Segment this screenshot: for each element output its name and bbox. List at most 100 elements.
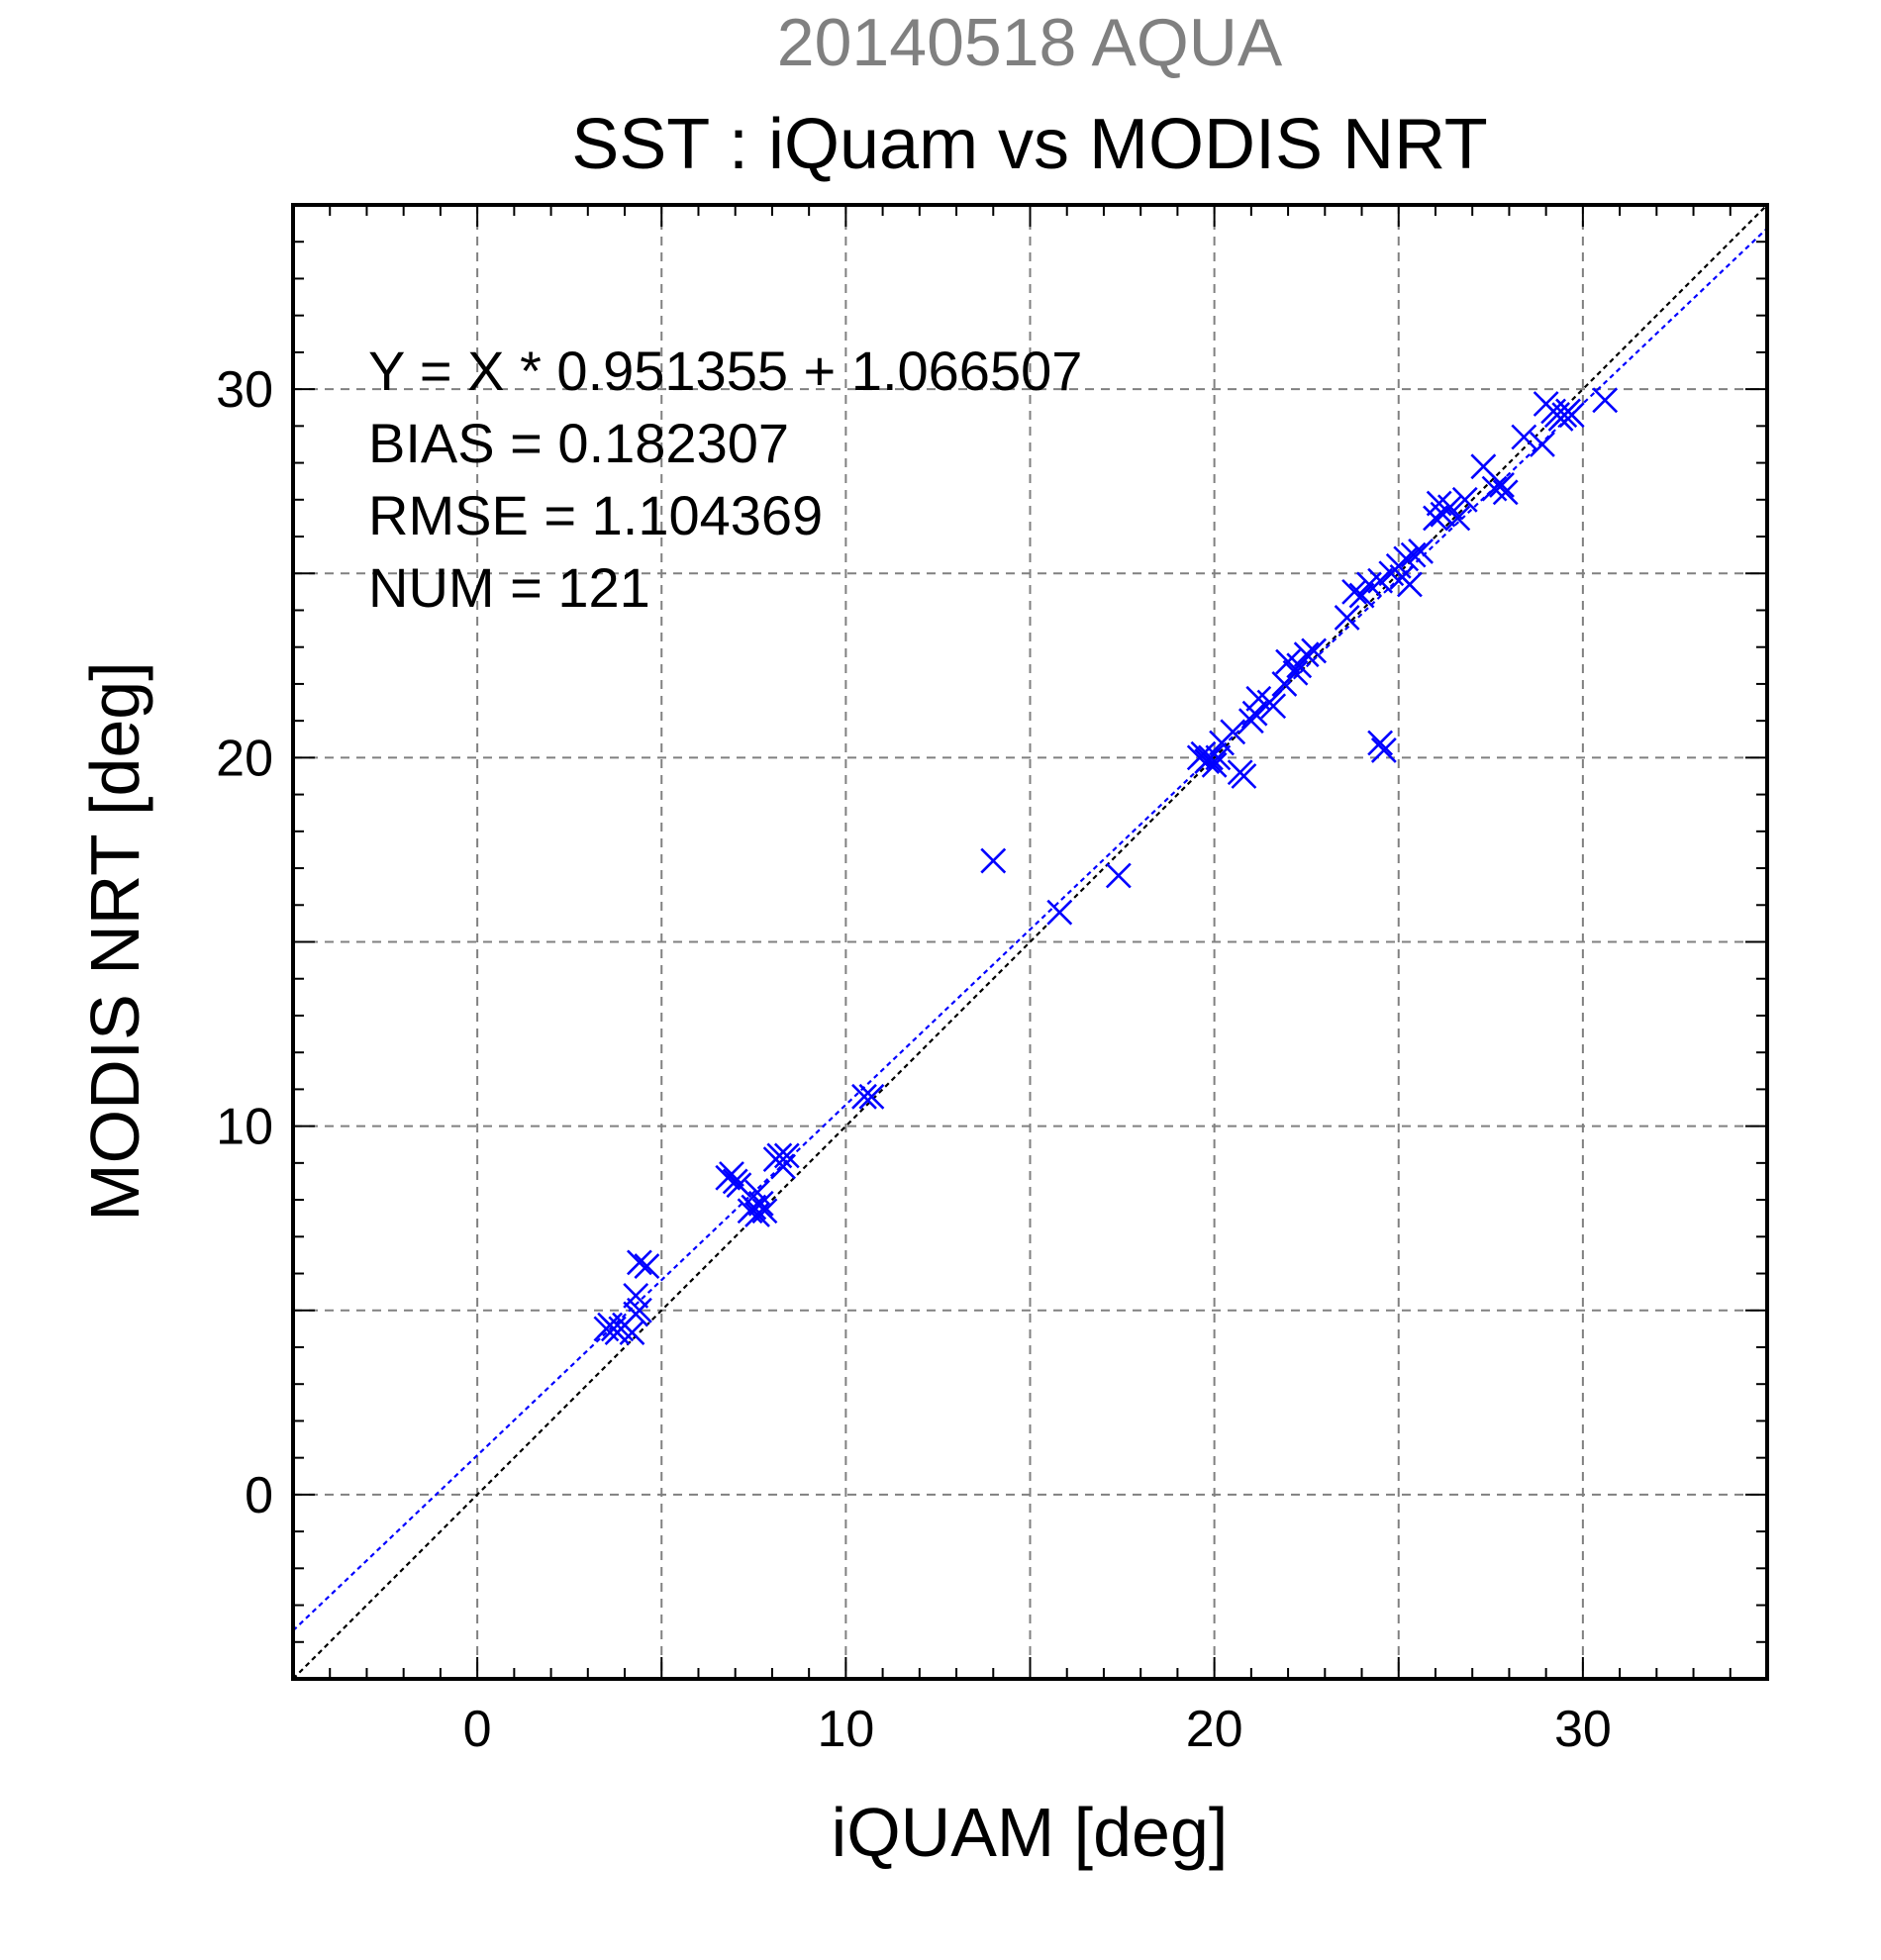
data-point — [858, 1083, 885, 1110]
data-point-stroke — [1444, 505, 1471, 532]
data-point — [773, 1142, 800, 1169]
data-point-stroke — [1470, 453, 1497, 480]
data-point-stroke — [719, 1161, 744, 1187]
data-point-stroke — [1370, 737, 1397, 763]
data-point-stroke — [1396, 571, 1423, 598]
data-point-stroke — [1293, 641, 1320, 668]
data-point — [1367, 567, 1394, 594]
tick-labels: 0 10 20 30 0 10 20 30 — [216, 361, 1612, 1758]
data-point-stroke — [1558, 402, 1585, 429]
data-point-stroke — [851, 1083, 877, 1110]
data-point-stroke — [1260, 693, 1287, 720]
data-point-stroke — [1275, 648, 1301, 675]
data-point-stroke — [1511, 424, 1537, 450]
data-point-stroke — [1492, 479, 1519, 506]
data-point — [980, 847, 1007, 874]
data-point — [1393, 545, 1420, 572]
reference-lines — [293, 205, 1767, 1679]
stat-line: Y = X * 0.951355 + 1.066507 — [368, 340, 1082, 402]
data-point — [1492, 479, 1519, 506]
x-tick-label: 0 — [463, 1701, 492, 1758]
data-point-stroke — [619, 1320, 645, 1346]
data-point-stroke — [747, 1190, 774, 1217]
data-point-stroke — [1245, 685, 1272, 712]
plot-frame — [291, 203, 1769, 1681]
data-point — [726, 1172, 752, 1199]
regression-line — [293, 227, 1767, 1632]
data-point-stroke — [623, 1282, 649, 1309]
data-point-stroke — [751, 1198, 778, 1225]
data-point-stroke — [744, 1179, 770, 1206]
data-point — [1205, 744, 1232, 771]
data-point — [1348, 582, 1375, 609]
data-point-stroke — [1436, 494, 1463, 521]
data-point-stroke — [1105, 862, 1132, 889]
data-point — [751, 1198, 778, 1225]
x-tick-label: 20 — [1186, 1701, 1243, 1758]
stat-line: BIAS = 0.182307 — [368, 412, 789, 474]
y-tick-label: 30 — [216, 361, 273, 419]
data-point-stroke — [1423, 505, 1448, 532]
data-point — [1046, 899, 1073, 926]
data-point — [1511, 424, 1537, 450]
data-point — [1301, 637, 1328, 664]
data-point-stroke — [766, 1142, 793, 1169]
data-point — [1436, 494, 1463, 521]
data-point — [1489, 471, 1515, 498]
data-points — [593, 387, 1619, 1346]
data-point — [1408, 538, 1435, 564]
grid — [293, 205, 1767, 1679]
data-point-stroke — [1400, 541, 1427, 568]
data-point-stroke — [773, 1142, 800, 1169]
data-point — [1282, 659, 1309, 686]
data-point-stroke — [1530, 432, 1555, 457]
data-point — [1293, 641, 1320, 668]
data-point — [623, 1282, 649, 1309]
y-tick-label: 20 — [216, 730, 273, 787]
data-point — [1451, 486, 1478, 513]
data-point — [1400, 541, 1427, 568]
data-point-stroke — [1341, 578, 1367, 605]
data-point-stroke — [1481, 475, 1508, 502]
fit-statistics: Y = X * 0.951355 + 1.066507 BIAS = 0.1823… — [368, 340, 1082, 619]
data-point-stroke — [1393, 545, 1420, 572]
data-point — [719, 1161, 744, 1187]
data-point — [1341, 578, 1367, 605]
data-point — [1423, 505, 1448, 532]
data-point-stroke — [1197, 744, 1224, 771]
y-tick-label: 0 — [245, 1467, 273, 1524]
y-axis-label: MODIS NRT [deg] — [76, 661, 153, 1221]
data-point-stroke — [741, 1194, 767, 1221]
y-tick-label: 10 — [216, 1099, 273, 1156]
data-point — [1260, 693, 1287, 720]
data-point — [1105, 862, 1132, 889]
data-point-stroke — [1301, 637, 1328, 664]
data-point-stroke — [1205, 744, 1232, 771]
data-point-stroke — [1426, 490, 1452, 517]
data-point-stroke — [980, 847, 1007, 874]
x-tick-label: 10 — [817, 1701, 874, 1758]
data-point — [634, 1253, 660, 1279]
data-point-stroke — [1489, 471, 1515, 498]
data-point — [1444, 505, 1471, 532]
data-point-stroke — [1348, 582, 1375, 609]
data-point — [1558, 402, 1585, 429]
data-point-stroke — [858, 1083, 885, 1110]
data-point-stroke — [1046, 899, 1073, 926]
data-point — [1367, 730, 1394, 756]
data-point-stroke — [1451, 486, 1478, 513]
data-point — [1201, 751, 1228, 778]
data-point — [1592, 387, 1619, 414]
data-point-stroke — [1592, 387, 1619, 414]
data-point — [1241, 700, 1268, 727]
data-point-stroke — [626, 1249, 652, 1276]
stat-line: NUM = 121 — [368, 556, 650, 619]
data-point — [1197, 744, 1224, 771]
data-point-stroke — [1367, 567, 1394, 594]
data-point — [1231, 763, 1257, 789]
data-point — [626, 1297, 652, 1323]
x-tick-label: 30 — [1554, 1701, 1612, 1758]
x-axis-label: iQUAM [deg] — [832, 1794, 1229, 1871]
chart-title: SST : iQuam vs MODIS NRT — [571, 105, 1488, 184]
